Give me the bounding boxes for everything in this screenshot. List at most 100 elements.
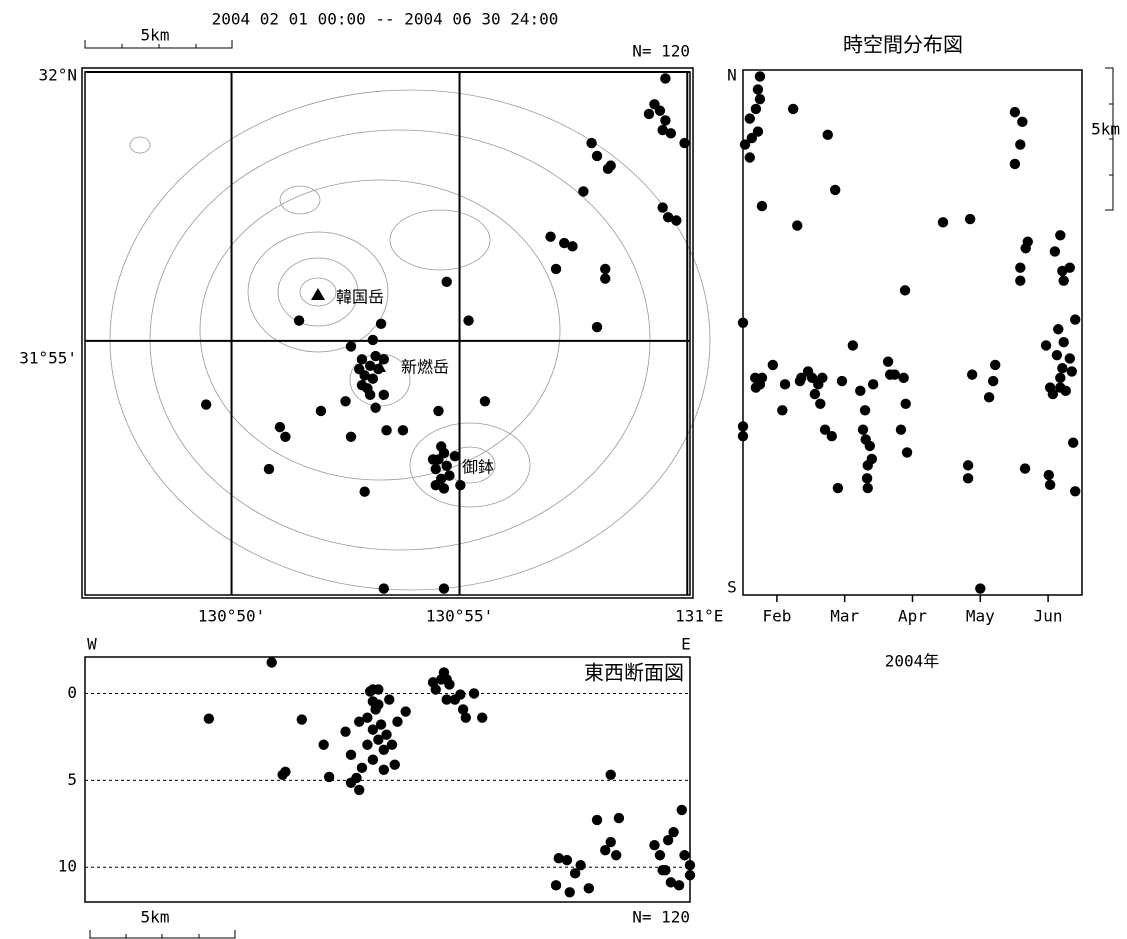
count-label: N= 120 xyxy=(632,908,690,927)
hypocenter xyxy=(1055,230,1066,241)
hypocenter xyxy=(351,772,362,784)
map-frame xyxy=(84,71,691,596)
hypocenter xyxy=(373,699,384,710)
hypocenter xyxy=(438,483,450,494)
x-tick-label: Mar xyxy=(830,607,859,626)
hypocenter xyxy=(962,460,974,471)
hypocenter xyxy=(752,84,764,95)
hypocenter xyxy=(822,129,833,141)
hypocenter xyxy=(345,749,357,761)
hypocenter xyxy=(1017,116,1028,128)
hypocenter xyxy=(378,744,390,755)
hypocenter xyxy=(318,739,329,750)
hypocenter xyxy=(987,375,999,387)
x-tick-label: Jun xyxy=(1034,607,1063,626)
hypocenter xyxy=(373,684,384,695)
hypocenter xyxy=(660,73,671,84)
hypocenter xyxy=(602,163,614,175)
hypocenter xyxy=(605,769,616,781)
hypocenter xyxy=(1057,362,1068,374)
hypocenter xyxy=(684,859,696,871)
hypocenter xyxy=(787,103,799,115)
hypocenter xyxy=(1047,388,1059,400)
hypocenter xyxy=(750,103,762,115)
hypocenter xyxy=(373,363,384,375)
hypocenter xyxy=(381,729,392,740)
hypocenter xyxy=(665,128,677,139)
hypocenter xyxy=(444,679,455,690)
hypocenter xyxy=(438,583,450,594)
hypocenter xyxy=(1015,262,1026,273)
hypocenter xyxy=(657,124,668,136)
x-tick-label: Feb xyxy=(762,607,791,626)
hypocenter xyxy=(668,826,679,838)
hypocenter xyxy=(455,689,466,700)
hypocenter xyxy=(263,463,275,475)
hypocenter xyxy=(430,463,441,475)
hypocenter xyxy=(1070,486,1081,497)
hypocenter xyxy=(477,712,488,723)
hypocenter xyxy=(455,480,466,491)
hypocenter xyxy=(359,486,370,497)
hypocenter xyxy=(737,317,749,328)
hypocenter xyxy=(1019,463,1031,474)
hypocenter xyxy=(861,473,873,484)
hypocenter xyxy=(964,213,976,225)
hypocenter xyxy=(1067,437,1079,448)
hypocenter xyxy=(575,859,586,871)
hypocenter xyxy=(367,373,379,384)
hypocenter xyxy=(654,105,666,116)
hypocenter xyxy=(457,704,469,715)
hypocenter xyxy=(1044,479,1056,491)
hypocenter xyxy=(737,431,749,442)
scale-bar xyxy=(89,930,236,939)
hypocenter xyxy=(354,716,365,727)
count-label: N= 120 xyxy=(632,42,690,61)
hypocenter xyxy=(1066,366,1078,377)
hypocenter xyxy=(345,431,357,443)
hypocenter xyxy=(901,447,913,458)
hypocenter xyxy=(613,812,625,824)
hypocenter xyxy=(862,482,873,494)
hypocenter xyxy=(378,583,390,594)
hypocenter xyxy=(441,276,452,288)
hypocenter xyxy=(441,460,452,472)
hypocenter xyxy=(591,150,603,162)
hypocenter xyxy=(427,454,439,465)
hypocenter xyxy=(684,870,696,881)
hypocenter xyxy=(340,396,351,407)
hypocenter xyxy=(200,399,212,410)
annotation: 御鉢 xyxy=(462,458,494,477)
hypocenter xyxy=(671,215,682,226)
hypocenter xyxy=(362,739,373,750)
hypocenter xyxy=(962,473,974,484)
hypocenter xyxy=(373,734,384,745)
hypocenter xyxy=(754,71,766,82)
section-frame xyxy=(84,656,691,903)
hypocenter xyxy=(430,480,441,491)
hypocenter xyxy=(832,482,844,494)
hypocenter xyxy=(479,396,491,407)
hypocenter xyxy=(449,450,461,462)
scale-label: 5km xyxy=(141,26,170,45)
hypocenter xyxy=(359,370,370,381)
hypocenter xyxy=(1040,340,1052,351)
hypocenter xyxy=(1058,337,1069,348)
hypocenter xyxy=(561,854,573,866)
hypocenter xyxy=(796,372,807,384)
hypocenter xyxy=(662,212,674,223)
y-tick-label: 0 xyxy=(67,683,77,702)
hypocenter xyxy=(662,834,674,846)
hypocenter xyxy=(203,713,215,724)
hypocenter xyxy=(1009,106,1021,118)
hypocenter xyxy=(356,379,368,391)
hypocenter xyxy=(899,285,911,296)
hypocenter xyxy=(826,431,838,442)
hypocenter xyxy=(679,850,690,861)
hypocenter xyxy=(847,340,859,351)
hypocenter xyxy=(1070,314,1081,325)
hypocenter xyxy=(384,694,395,705)
hypocenter xyxy=(643,108,655,120)
hypocenter xyxy=(1064,353,1075,364)
